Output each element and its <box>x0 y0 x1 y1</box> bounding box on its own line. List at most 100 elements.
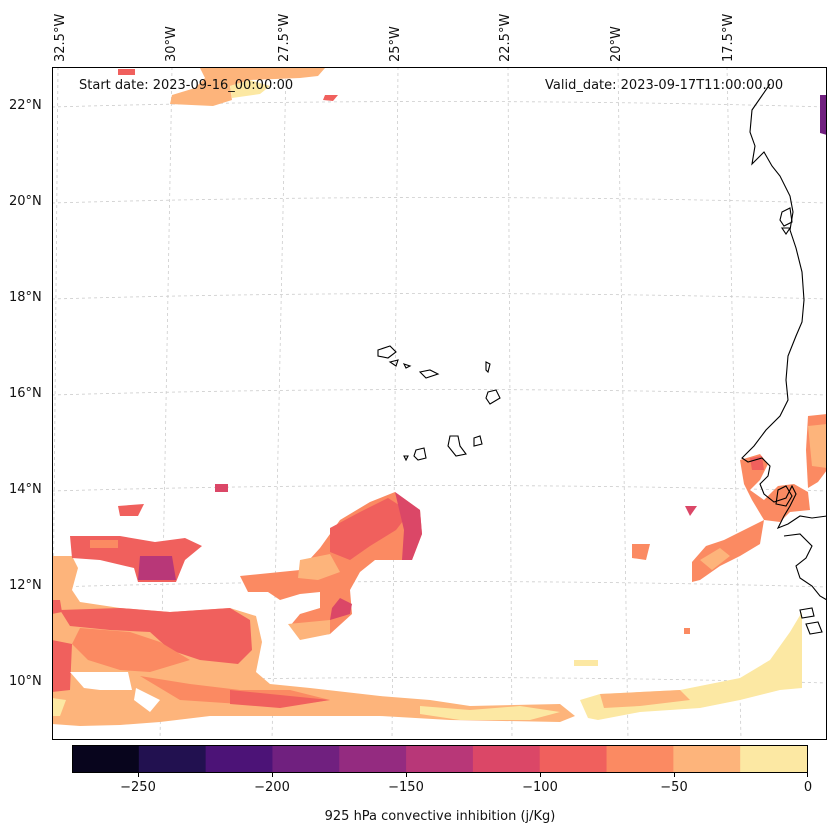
island <box>799 607 815 619</box>
colorbar <box>72 745 808 777</box>
cin-region-southwest <box>52 698 66 716</box>
cin-region-central-band <box>395 492 422 560</box>
meridian-22-5w <box>507 67 513 739</box>
island <box>805 621 823 635</box>
cin-region-southeast <box>600 690 690 708</box>
cin-region-west-band <box>138 556 176 580</box>
cin-region-west-band <box>118 504 144 516</box>
longitude-label-32-5w: 32.5°W <box>53 13 68 62</box>
cape-verde-island <box>377 345 397 359</box>
cape-verde-island <box>447 435 467 457</box>
latitude-label-14n: 14°N <box>9 482 42 497</box>
colorbar-ticks <box>138 773 808 777</box>
colorbar-swatch <box>205 745 273 772</box>
colorbar-swatch <box>138 745 207 772</box>
parallel-22n <box>52 101 827 108</box>
colorbar-swatch <box>406 745 474 772</box>
colorbar-swatch <box>606 745 674 772</box>
colorbar-tick-label: −150 <box>388 780 424 795</box>
colorbar-tick-label: −50 <box>660 780 688 795</box>
cin-region-central-band <box>330 498 410 560</box>
colorbar-swatch <box>272 745 340 772</box>
latitude-label-10n: 10°N <box>9 674 42 689</box>
cin-region-top <box>230 80 270 98</box>
meridian-17-5w <box>726 67 742 739</box>
cin-region-southwest <box>134 688 160 712</box>
colorbar-tick-label: −250 <box>120 780 156 795</box>
cin-region-southwest <box>60 608 252 664</box>
colorbar-swatch <box>673 745 741 772</box>
cin-region-southwest <box>52 640 72 692</box>
cin-region-east <box>684 628 690 634</box>
colorbar-swatch <box>72 745 140 772</box>
cin-region-southwest <box>230 690 330 708</box>
cin-contours <box>52 68 827 726</box>
cin-region-top <box>820 95 827 135</box>
cape-verde-island <box>485 389 501 405</box>
latitude-label-22n: 22°N <box>9 98 42 113</box>
meridian-25w <box>391 67 399 739</box>
parallel-20n <box>52 197 827 204</box>
coastlines <box>377 83 827 635</box>
latitude-label-18n: 18°N <box>9 290 42 305</box>
cin-region-coast <box>740 454 810 522</box>
cin-region-east <box>632 544 650 560</box>
cin-region-east <box>574 660 598 666</box>
colorbar-swatches <box>72 745 808 772</box>
cin-region-east <box>685 506 697 516</box>
colorbar-swatch <box>740 745 808 772</box>
island <box>779 207 793 227</box>
meridian-27-5w <box>271 67 287 739</box>
latitude-label-20n: 20°N <box>9 194 42 209</box>
colorbar-tick-label: −100 <box>522 780 558 795</box>
colorbar-frame <box>72 745 808 773</box>
cape-verde-island <box>485 361 491 374</box>
colorbar-tick-label: −200 <box>254 780 290 795</box>
colorbar-swatch <box>539 745 608 772</box>
island <box>780 227 792 235</box>
colorbar-swatch <box>339 745 407 772</box>
colorbar-tick-label: 0 <box>803 780 813 795</box>
cin-region-west-band <box>90 540 118 548</box>
colorbar-title: 925 hPa convective inhibition (j/Kg) <box>324 809 556 824</box>
cape-verde-island <box>473 435 483 447</box>
colorbar-swatch <box>472 745 541 772</box>
island <box>775 485 793 507</box>
parallel-12n <box>52 581 827 588</box>
cin-region-top <box>170 68 325 106</box>
meridian-20w <box>617 67 629 739</box>
africa-coastline <box>783 533 827 601</box>
cin-region-coast <box>808 424 827 468</box>
longitude-label-22-5w: 22.5°W <box>498 13 513 62</box>
cin-region-southwest <box>72 628 190 672</box>
cape-verde-island <box>403 455 409 462</box>
longitude-label-27-5w: 27.5°W <box>277 13 292 62</box>
cin-region-central-band <box>298 554 340 580</box>
cin-region-southwest <box>420 706 560 720</box>
cin-region-top <box>323 95 338 101</box>
cape-verde-island <box>418 369 440 379</box>
cin-region-coast <box>750 456 764 470</box>
longitude-label-20w: 20°W <box>609 26 624 62</box>
longitude-label-25w: 25°W <box>388 26 403 62</box>
parallel-14n <box>52 485 827 492</box>
map-frame <box>52 67 827 740</box>
cin-region-southwest <box>70 672 132 690</box>
cin-region-east <box>700 548 730 570</box>
longitude-label-17-5w: 17.5°W <box>721 13 736 62</box>
cape-verde-island <box>413 447 427 461</box>
latitude-label-12n: 12°N <box>9 578 42 593</box>
longitude-label-30w: 30°W <box>164 26 179 62</box>
cin-region-central-band <box>330 598 352 620</box>
cin-region-central-band <box>288 620 330 640</box>
cin-region-top <box>118 69 135 75</box>
valid-date-label: Valid_date: 2023-09-17T11:00:00.00 <box>545 78 784 93</box>
cin-region-west-band <box>215 484 228 492</box>
cape-verde-island <box>402 363 412 369</box>
start-date-label: Start date: 2023-09-16_00:00:00 <box>79 78 294 93</box>
africa-coastline <box>741 83 827 530</box>
parallel-18n <box>52 293 827 300</box>
cape-verde-island <box>388 359 399 367</box>
latitude-label-16n: 16°N <box>9 386 42 401</box>
